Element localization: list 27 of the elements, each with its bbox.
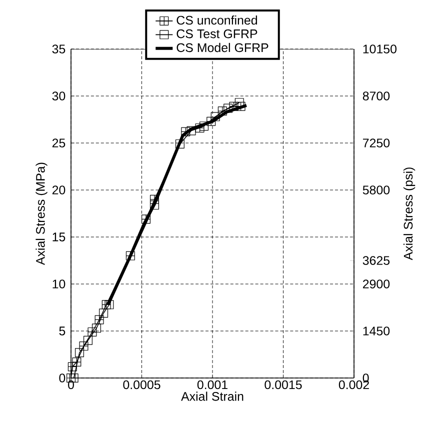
y-tick-label: 10: [52, 280, 66, 288]
x-tick-label: 0.001: [197, 380, 228, 390]
y2-tick-label: 10150: [363, 44, 396, 54]
legend-label: CS Model GFRP: [176, 42, 268, 52]
y2-tick-label: 1450: [363, 326, 390, 336]
y-tick-label: 25: [52, 138, 66, 148]
y2-tick-label: 2900: [362, 280, 390, 288]
y2-tick-label: 7250: [363, 138, 390, 148]
y2-tick-label: 5800: [362, 186, 390, 194]
y2-axis-title: Axial Stress (psi): [403, 168, 416, 260]
y-axis-title: Axial Stress (MPa): [36, 162, 48, 266]
y-tick-label: 35: [52, 44, 66, 54]
legend-label: CS unconfined: [176, 16, 258, 25]
x-tick-label: 0.0005: [123, 380, 160, 390]
x-tick-label: 0.002: [338, 380, 369, 390]
y2-tick-label: 8700: [362, 92, 390, 100]
y-tick-label: 15: [52, 232, 66, 242]
x-tick-label: 0.0015: [264, 380, 302, 390]
y2-tick-label: 0: [362, 374, 369, 382]
y-tick-label: 5: [59, 326, 66, 336]
y-tick-label: 20: [52, 186, 66, 194]
y-tick-label: 30: [52, 92, 66, 100]
y2-tick-label: 3625: [362, 256, 390, 265]
x-axis-title: Axial Strain: [181, 392, 244, 401]
legend-label: CS Test GFRP: [176, 29, 258, 38]
x-tick-label: 0: [68, 380, 74, 390]
y-tick-label: 0: [59, 374, 66, 382]
